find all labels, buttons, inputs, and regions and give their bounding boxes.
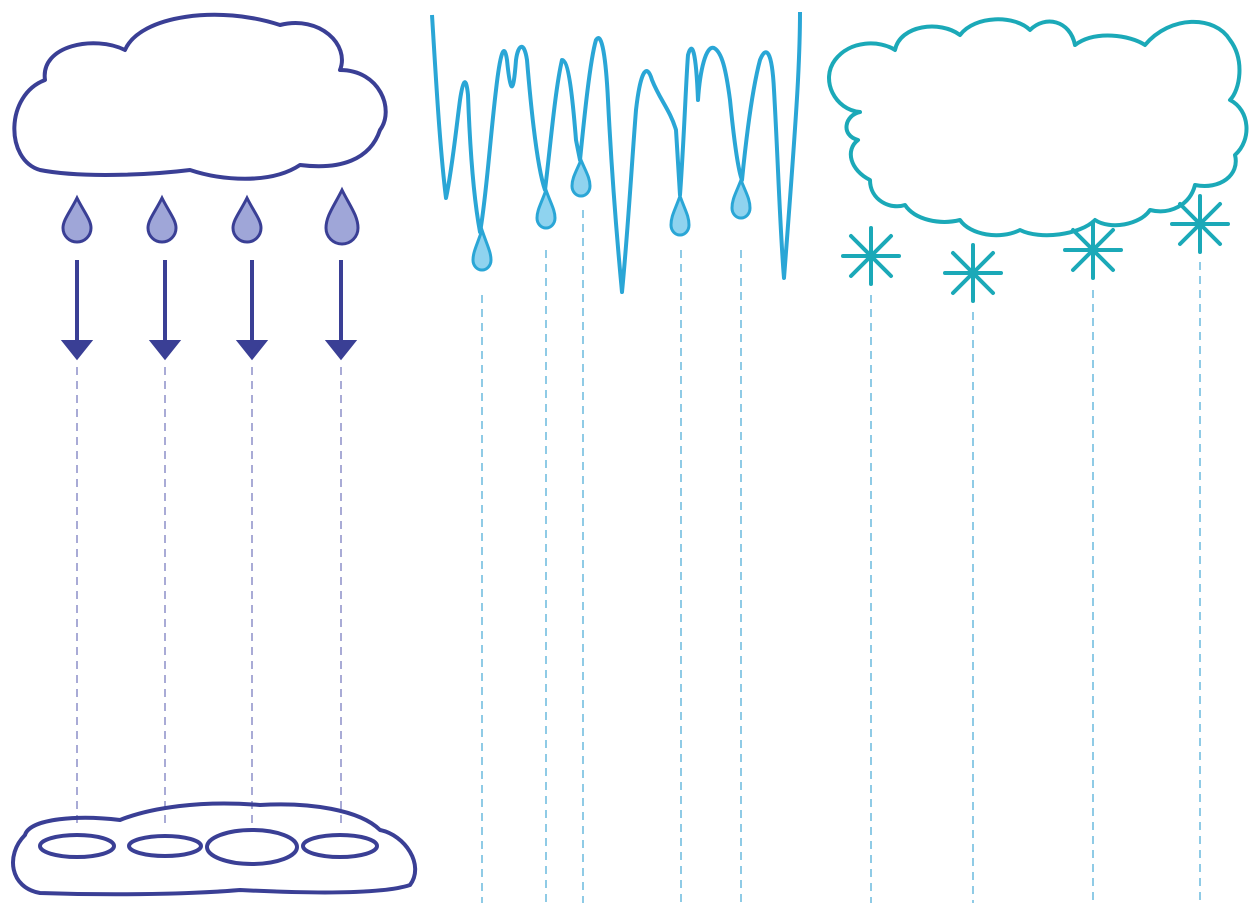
icicle-drops	[471, 156, 752, 272]
snowflake	[1063, 220, 1123, 280]
drop	[324, 186, 360, 246]
rain-cloud	[12, 12, 388, 181]
arrow-head	[148, 340, 182, 361]
drop	[61, 194, 93, 244]
puddle	[11, 801, 418, 897]
drop	[146, 194, 178, 244]
snowflake	[841, 226, 901, 286]
puddle-ring	[205, 828, 299, 866]
snowflake	[943, 243, 1003, 303]
drop	[730, 175, 752, 220]
snowflake	[1170, 194, 1230, 254]
snow-trace-lines	[870, 262, 1201, 903]
drop	[231, 194, 263, 244]
arrow-head	[235, 340, 269, 361]
arrows	[60, 260, 358, 361]
rain-trace-lines	[76, 367, 342, 828]
puddle-ring	[301, 833, 379, 859]
arrow-head	[60, 340, 94, 361]
icicles	[430, 11, 802, 294]
puddle-ring	[38, 833, 116, 859]
drop	[669, 191, 691, 237]
drop	[471, 225, 493, 272]
puddle-ring	[127, 834, 203, 858]
rain-drops	[61, 186, 360, 246]
snow-cloud	[827, 17, 1249, 238]
arrow-head	[324, 340, 358, 361]
drop	[535, 185, 557, 230]
drop	[570, 156, 592, 198]
snowflakes	[841, 194, 1230, 303]
icicle-trace-lines	[481, 210, 742, 903]
